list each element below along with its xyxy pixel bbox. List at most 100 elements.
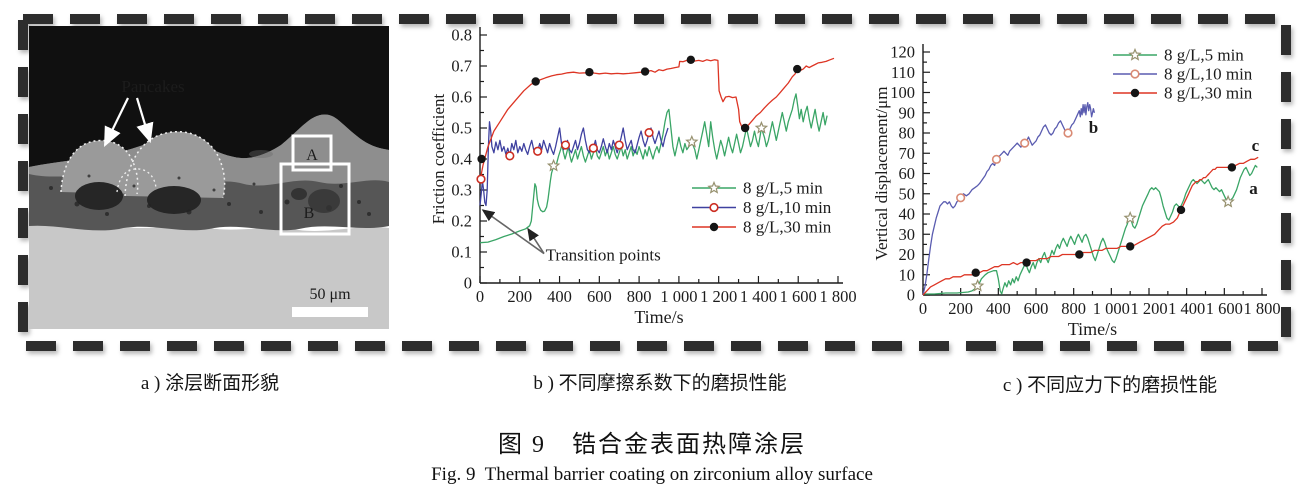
y-axis-title: Vertical displacement/μm: [875, 87, 891, 261]
marker-star: [1221, 194, 1235, 208]
marker-dot: [709, 222, 719, 232]
displacement-chart: 0 200 400 600 800 1 000 1 200 1 400 1 600 1 80001…: [875, 43, 1281, 340]
x-tick-label: 800: [1061, 299, 1086, 318]
x-tick-label: 1 000: [660, 287, 697, 306]
y-tick-label: 0.7: [451, 57, 472, 76]
x-tick-label: 200: [507, 287, 532, 306]
sem-pore-cluster-b2: [291, 188, 307, 200]
y-tick-label: 110: [891, 63, 915, 82]
marker-dot: [793, 64, 802, 74]
marker-star: [970, 278, 985, 292]
x-tick-label: 1 800: [819, 287, 856, 306]
marker-star: [546, 158, 561, 172]
annotation-text: b: [1089, 118, 1098, 137]
sem-pancake-1-fill: [61, 140, 138, 194]
marker-open-circle: [614, 140, 624, 150]
sem-pancake-2-outline: [124, 131, 226, 199]
legend-label: 8 g/L,10 min: [1164, 65, 1253, 84]
series-line: [923, 164, 1258, 295]
y-tick-label: 0.6: [451, 88, 472, 107]
y-tick-label: 0.2: [451, 212, 472, 231]
y-tick-label: 50: [899, 184, 916, 203]
dashed-border-rect: [18, 14, 1291, 351]
y-axis-title: Friction coefficient: [430, 94, 448, 225]
marker-open-circle: [1063, 128, 1073, 138]
pancakes-arrow-right: [135, 97, 154, 144]
marker-open-circle: [644, 128, 654, 138]
region-b-label: B: [304, 205, 315, 222]
pancakes-arrow-left: [104, 97, 129, 147]
marker-open-circle: [991, 154, 1002, 164]
marker-dot: [971, 268, 980, 277]
legend-label: 8 g/L,30 min: [743, 218, 832, 237]
y-tick-label: 0: [464, 274, 472, 293]
marker-open-circle: [560, 140, 571, 150]
marker-star: [685, 134, 699, 148]
y-tick-label: 100: [890, 83, 915, 102]
legend-label: 8 g/L,10 min: [743, 198, 832, 217]
y-tick-label: 90: [899, 103, 916, 122]
x-tick-label: 1 200: [700, 287, 737, 306]
marker-star: [1128, 47, 1142, 61]
x-tick-label: 600: [587, 287, 612, 306]
x-axis-title: Time/s: [634, 307, 683, 327]
x-tick-label: 1 400: [1168, 299, 1205, 318]
x-tick-label: 800: [627, 287, 652, 306]
marker-star: [1123, 210, 1137, 224]
marker-open-circle: [505, 151, 515, 161]
marker-dot: [1176, 205, 1186, 215]
y-tick-label: 30: [899, 225, 916, 244]
marker-open-circle: [588, 143, 598, 153]
series-line: [922, 156, 1259, 296]
annotation-arrow: [481, 209, 545, 255]
marker-open-circle: [1130, 69, 1140, 79]
y-tick-label: 0.8: [451, 26, 472, 45]
y-tick-label: 120: [890, 43, 915, 62]
sem-micrograph: Pancakes A B 50 μm: [29, 26, 389, 329]
x-tick-label: 1 600: [780, 287, 817, 306]
marker-dot: [640, 67, 650, 76]
marker-star: [707, 180, 721, 194]
y-tick-label: 60: [899, 164, 916, 183]
sem-pancake-2-fill: [125, 131, 225, 198]
y-tick-label: 80: [899, 124, 916, 143]
caption-panel-c: c ) 不同应力下的磨损性能: [1002, 375, 1218, 396]
series-line: [922, 101, 1096, 296]
marker-dot: [531, 77, 540, 86]
x-tick-label: 200: [948, 299, 973, 318]
figure-title-en: Fig. 9 Thermal barrier coating on zircon…: [431, 464, 873, 485]
marker-dot: [1075, 250, 1084, 259]
sem-pore-cluster-b: [308, 189, 340, 213]
sem-pancake-inner-outline: [116, 168, 157, 193]
marker-dot: [1125, 242, 1135, 251]
annotation-text: a: [1249, 179, 1258, 198]
sem-substrate: [29, 222, 389, 329]
region-b-box: [279, 162, 351, 236]
y-tick-label: 0.4: [451, 150, 472, 169]
y-tick-label: 0.3: [451, 181, 472, 200]
region-a-label: A: [306, 147, 318, 164]
y-tick-label: 70: [899, 144, 916, 163]
y-tick-label: 10: [899, 265, 916, 284]
legend-label: 8 g/L,30 min: [1164, 84, 1253, 103]
series-line: [479, 121, 669, 207]
y-tick-label: 0.5: [451, 119, 472, 138]
x-tick-label: 1 000: [1093, 299, 1130, 318]
marker-dot: [1227, 163, 1237, 172]
scale-bar-label: 50 μm: [309, 286, 351, 303]
y-tick-label: 40: [899, 205, 916, 224]
marker-star: [754, 120, 769, 134]
y-tick-label: 0: [907, 286, 915, 305]
annotation-arrow: [527, 227, 545, 254]
marker-open-circle: [956, 193, 966, 203]
annotation-text: Transition points: [546, 246, 661, 265]
marker-dot: [686, 55, 696, 64]
marker-dot: [1130, 88, 1140, 98]
sem-cavity-1: [75, 182, 123, 210]
sem-cavity-2: [147, 186, 201, 214]
x-axis-title: Time/s: [1068, 319, 1117, 339]
annotation-text: c: [1252, 136, 1260, 155]
marker-open-circle: [476, 174, 486, 184]
friction-chart: 0 200 400 600 800 1 000 1 200 1 400 1 600 1 800 0 0…: [430, 26, 857, 328]
